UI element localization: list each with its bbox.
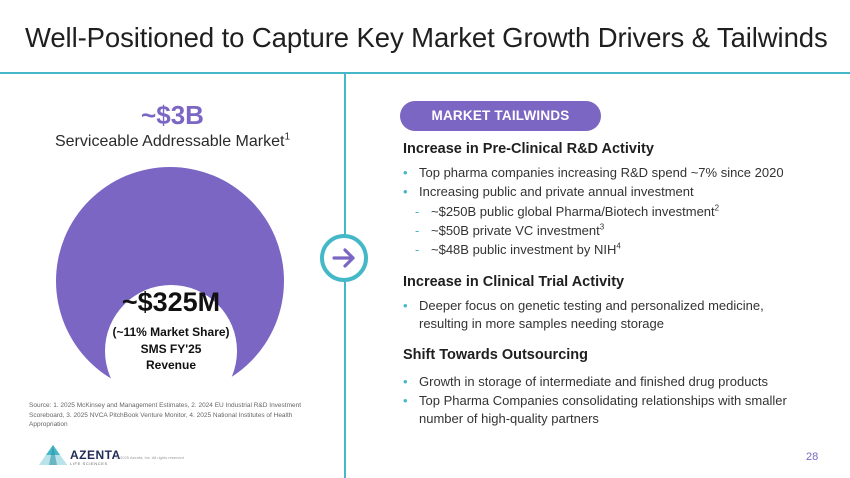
dash-icon: - — [415, 223, 420, 238]
list-item-text: Increasing public and private annual inv… — [419, 184, 694, 199]
list-item-continuation: resulting in more samples needing storag… — [403, 315, 664, 332]
revenue-period: SMS FY'25 — [140, 342, 202, 356]
sub-list-item-text: ~$48B public investment by NIH — [431, 242, 617, 257]
copyright: © 2025 Azenta, Inc. All rights reserved — [116, 455, 184, 460]
dash-icon: - — [415, 242, 420, 257]
logo-subtitle: LIFE SCIENCES — [70, 461, 108, 466]
bullet-dot-icon: • — [403, 393, 408, 408]
bullet-dot-icon: • — [403, 298, 408, 313]
list-item: • Top Pharma Companies consolidating rela… — [403, 392, 787, 409]
list-item: • Top pharma companies increasing R&D spe… — [403, 164, 784, 181]
sub-list-item-text: ~$50B private VC investment — [431, 223, 600, 238]
sam-label: Serviceable Addressable Market1 — [0, 131, 345, 151]
title-divider — [0, 72, 850, 74]
list-item-text: number of high-quality partners — [419, 411, 599, 426]
revenue-share: (~11% Market Share) — [112, 325, 230, 339]
list-item-text: Growth in storage of intermediate and fi… — [419, 374, 769, 389]
revenue-label: Revenue — [145, 358, 197, 372]
list-item: • Increasing public and private annual in… — [403, 183, 694, 200]
arrow-right-icon — [332, 248, 355, 268]
market-tailwinds-badge: MARKET TAILWINDS — [400, 101, 601, 131]
sam-label-text: Serviceable Addressable Market — [54, 133, 285, 150]
footnote-ref: 2 — [714, 203, 720, 213]
bullet-dot-icon: • — [403, 374, 408, 389]
source-footnote: Source: 1. 2025 McKinsey and Management … — [29, 402, 302, 428]
footnote-ref: 3 — [599, 222, 605, 232]
list-item-text: resulting in more samples needing storag… — [419, 316, 664, 331]
arrow-circle — [320, 234, 368, 282]
azenta-logo-icon — [39, 445, 67, 465]
list-item-text: Deeper focus on genetic testing and pers… — [419, 298, 764, 313]
revenue-circle — [105, 285, 237, 417]
bullet-dot-icon: • — [403, 165, 408, 180]
dash-icon: - — [415, 204, 420, 219]
sub-list-item: - ~$48B public investment by NIH4 — [415, 242, 621, 257]
list-item: • Deeper focus on genetic testing and per… — [403, 297, 764, 314]
page-number: 28 — [806, 451, 819, 463]
list-item-continuation: number of high-quality partners — [403, 410, 599, 427]
sam-value: ~$3B — [141, 100, 204, 130]
sam-footnote: 1 — [284, 131, 290, 143]
section-heading-preclinical: Increase in Pre-Clinical R&D Activity — [403, 141, 654, 157]
list-item: • Growth in storage of intermediate and f… — [403, 373, 768, 390]
list-item-text: Top pharma companies increasing R&D spen… — [419, 165, 784, 180]
page-title: Well-Positioned to Capture Key Market Gr… — [25, 22, 828, 53]
section-heading-clinical: Increase in Clinical Trial Activity — [403, 274, 625, 290]
bullet-dot-icon: • — [403, 184, 408, 199]
sub-list-item-text: ~$250B public global Pharma/Biotech inve… — [431, 204, 715, 219]
footnote-ref: 4 — [616, 241, 621, 251]
sub-list-item: - ~$250B public global Pharma/Biotech inv… — [415, 204, 719, 219]
sub-list-item: - ~$50B private VC investment3 — [415, 223, 604, 238]
list-item-text: Top Pharma Companies consolidating relat… — [419, 393, 787, 408]
section-heading-outsourcing: Shift Towards Outsourcing — [403, 347, 589, 363]
revenue-value: ~$325M — [121, 287, 221, 317]
logo-wordmark: AZENTA — [70, 448, 121, 462]
